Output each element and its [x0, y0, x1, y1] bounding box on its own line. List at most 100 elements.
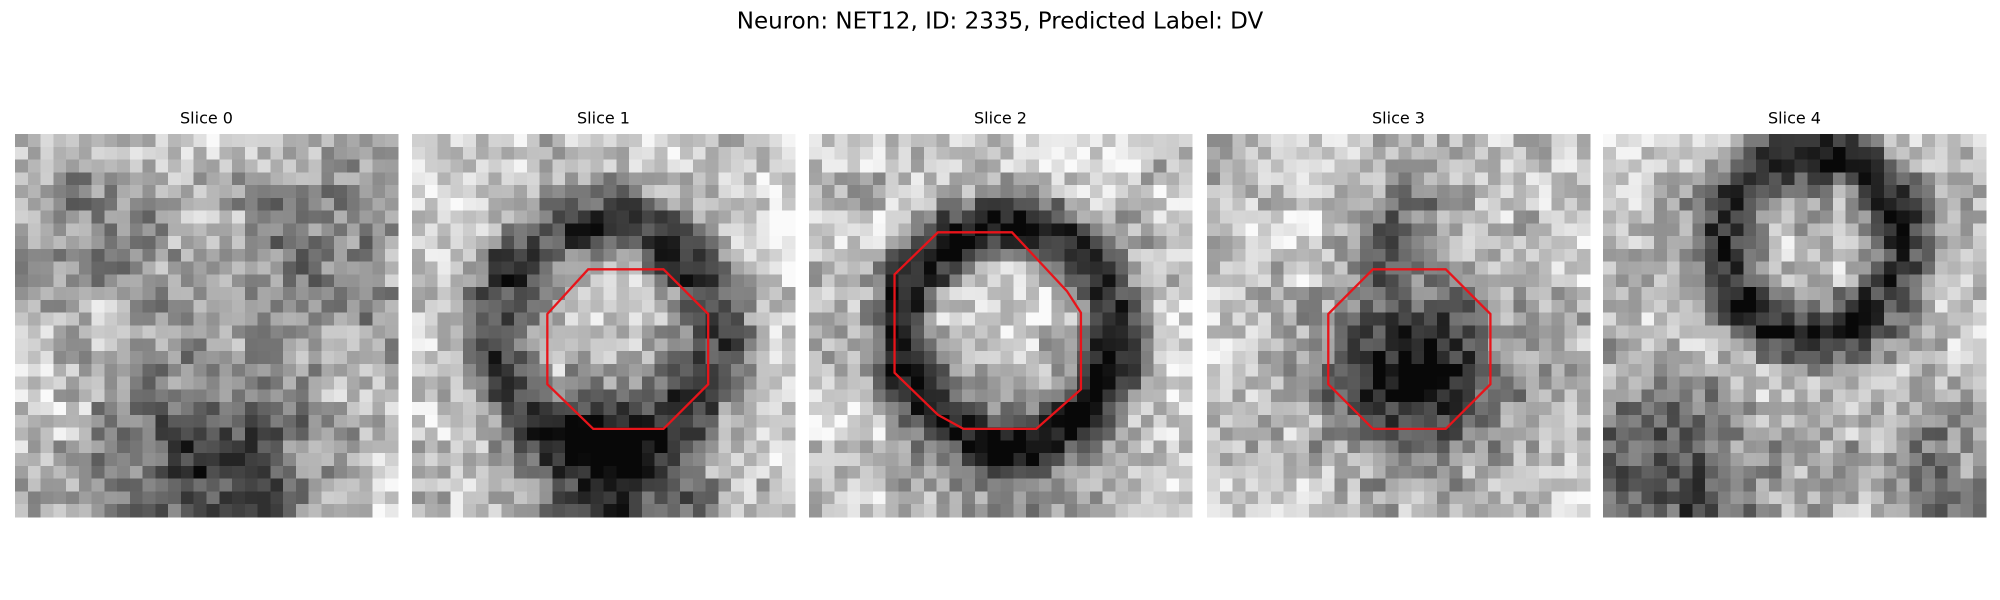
pixel: [1628, 465, 1642, 480]
pixel: [1883, 465, 1898, 480]
pixel: [1577, 299, 1591, 314]
pixel: [1296, 197, 1310, 211]
pixel: [1845, 299, 1859, 314]
pixel: [1743, 210, 1757, 224]
pixel: [168, 274, 182, 288]
pixel: [552, 504, 566, 518]
pixel: [1347, 478, 1361, 492]
pixel: [1615, 261, 1629, 275]
pixel: [692, 453, 707, 467]
pixel: [1628, 491, 1642, 505]
pixel: [1245, 134, 1259, 148]
pixel: [1475, 210, 1489, 224]
pixel: [1858, 287, 1872, 301]
pixel: [295, 299, 310, 314]
pixel: [1551, 478, 1565, 492]
pixel: [974, 414, 989, 429]
pixel: [104, 197, 118, 211]
pixel: [424, 261, 438, 275]
pixel: [1934, 338, 1949, 352]
pixel: [1258, 338, 1272, 352]
pixel: [1321, 287, 1336, 301]
pixel: [1564, 504, 1578, 518]
pixel: [1960, 299, 1974, 314]
pixel: [590, 325, 604, 339]
pixel: [53, 236, 67, 250]
pixel: [270, 478, 284, 492]
pixel: [1232, 351, 1246, 365]
pixel: [1666, 185, 1680, 199]
pixel: [1102, 210, 1116, 224]
pixel: [450, 172, 464, 186]
pixel: [1115, 351, 1129, 365]
pixel: [501, 491, 515, 505]
pixel: [488, 274, 502, 288]
pixel: [1922, 274, 1936, 288]
pixel: [847, 402, 861, 416]
pixel: [1743, 453, 1757, 467]
pixel: [1538, 478, 1553, 492]
pixel: [334, 312, 348, 326]
pixel: [898, 402, 912, 416]
pixel: [1679, 402, 1693, 416]
pixel: [1538, 504, 1553, 518]
pixel: [1909, 299, 1923, 314]
pixel: [1398, 376, 1412, 390]
pixel: [53, 223, 67, 237]
pixel: [91, 210, 105, 224]
pixel: [936, 402, 950, 416]
pixel: [898, 440, 912, 454]
pixel: [1615, 453, 1629, 467]
pixel: [1000, 274, 1014, 288]
pixel: [616, 312, 630, 326]
pixel: [1436, 453, 1450, 467]
pixel: [1832, 478, 1846, 492]
pixel: [1947, 478, 1961, 492]
pixel: [577, 363, 592, 377]
pixel: [295, 389, 310, 403]
pixel: [782, 376, 796, 390]
pixel: [78, 210, 92, 224]
pixel: [911, 210, 925, 224]
pixel: [1909, 504, 1923, 518]
pixel: [1360, 363, 1374, 377]
pixel: [219, 376, 233, 390]
pixel: [923, 338, 938, 352]
pixel: [1219, 274, 1233, 288]
pixel: [1166, 172, 1180, 186]
pixel: [1089, 338, 1104, 352]
pixel: [1973, 261, 1987, 275]
pixel: [180, 363, 195, 377]
pixel: [1026, 338, 1040, 352]
pixel: [168, 172, 182, 186]
pixel: [1768, 376, 1783, 390]
pixel: [514, 465, 528, 480]
pixel: [321, 465, 335, 480]
pixel: [1270, 504, 1284, 518]
pixel: [1666, 197, 1680, 211]
pixel: [1424, 172, 1438, 186]
pixel: [911, 491, 925, 505]
pixel: [898, 478, 912, 492]
pixel: [911, 248, 925, 263]
pixel: [346, 261, 361, 275]
pixel: [692, 325, 707, 339]
pixel: [232, 248, 246, 263]
pixel: [898, 172, 912, 186]
pixel: [552, 440, 566, 454]
pixel: [782, 389, 796, 403]
pixel: [66, 223, 80, 237]
pixel: [1871, 312, 1885, 326]
pixel: [1064, 146, 1078, 160]
pixel: [1692, 389, 1706, 403]
pixel: [206, 351, 220, 365]
pixel: [475, 223, 489, 237]
pixel: [1730, 465, 1744, 480]
pixel: [1947, 504, 1961, 518]
pixel: [168, 312, 182, 326]
pixel: [1283, 159, 1297, 173]
pixel: [1115, 338, 1129, 352]
pixel: [782, 312, 796, 326]
pixel: [27, 478, 41, 492]
pixel: [1077, 351, 1091, 365]
